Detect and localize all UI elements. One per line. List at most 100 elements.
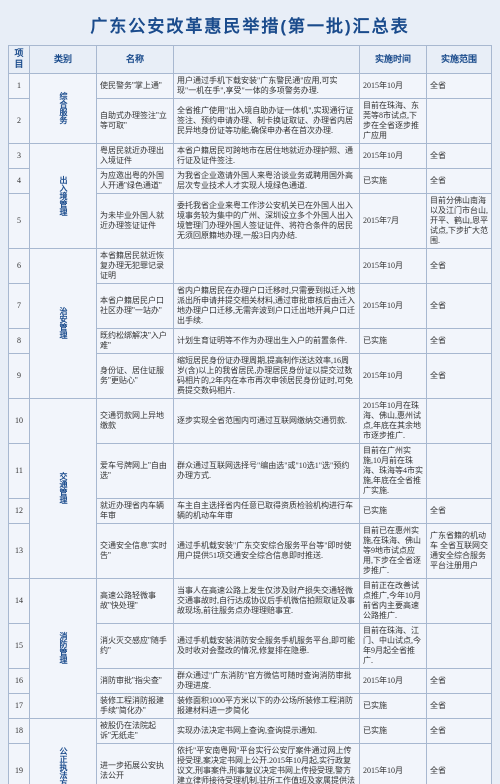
table-row: 6治安管理本省籍居民就近恢复办理无犯罪记录证明2015年10月全省	[9, 248, 492, 283]
measure-descr: 全省推广使用"出入境自助办证一体机",实现通行证签注、预约申请办理、制卡换证取证…	[174, 98, 360, 143]
category-cell: 消防管理	[30, 578, 97, 718]
measure-name: 就近办理省内车辆年审	[97, 498, 174, 523]
measure-name: 自助式办理签注"立等可取"	[97, 98, 174, 143]
measure-name: 使民警务"掌上通"	[97, 73, 174, 98]
row-num: 2	[9, 98, 30, 143]
measure-name: 为应邀出粤的外国人开通"绿色通道"	[97, 168, 174, 193]
measure-scope: 目前分佛山南海以及江门市台山,开平、鹤山,恩平试点,下步扩大范围.	[427, 193, 492, 248]
row-num: 16	[9, 668, 30, 693]
row-num: 3	[9, 143, 30, 168]
measure-name: 被股仍在法院起诉"无纸走"	[97, 718, 174, 743]
col-scope: 实施范围	[427, 46, 492, 74]
col-cat: 类别	[30, 46, 97, 74]
measure-time: 已实施	[360, 168, 427, 193]
measure-time: 2015年10月	[360, 668, 427, 693]
measure-descr: 实现办法决定书网上查询,查询提示通知.	[174, 718, 360, 743]
measure-name: 进一步拓展公安执法公开	[97, 743, 174, 784]
measure-name: 交通罚款网上异地缴款	[97, 398, 174, 443]
col-time: 实施时间	[360, 46, 427, 74]
row-num: 10	[9, 398, 30, 443]
measure-name: 本省籍居民就近恢复办理无犯罪记录证明	[97, 248, 174, 283]
measure-scope: 全省	[427, 168, 492, 193]
measure-time: 目前在珠海、东莞等8市试点,下步在全省逐步推广应用	[360, 98, 427, 143]
row-num: 11	[9, 443, 30, 498]
measure-time: 目前在珠海、江门、中山试点,今年9月起全省推广.	[360, 623, 427, 668]
measure-time: 已实施	[360, 718, 427, 743]
measure-scope: 全省	[427, 693, 492, 718]
row-num: 4	[9, 168, 30, 193]
measure-name: 爱车号牌网上"自由选"	[97, 443, 174, 498]
measure-time: 2015年10月在珠海、佛山,惠州试点,年底在其余地市逐步推广.	[360, 398, 427, 443]
row-num: 15	[9, 623, 30, 668]
row-num: 14	[9, 578, 30, 623]
measure-scope: 全省	[427, 143, 492, 168]
measure-descr: 委托我省企业来粤工作涉公安机关已在外国人出入境事务较为集中的广州、深圳设立多个外…	[174, 193, 360, 248]
row-num: 12	[9, 498, 30, 523]
measure-scope: 广东省籍的机动车 全省互联网交通安全综合服务平台注册用户	[427, 523, 492, 578]
measure-scope	[427, 98, 492, 143]
row-num: 6	[9, 248, 30, 283]
table-row: 18公正执法方面被股仍在法院起诉"无纸走"实现办法决定书网上查询,查询提示通知.…	[9, 718, 492, 743]
col-num: 项目	[9, 46, 30, 74]
measure-descr	[174, 248, 360, 283]
category-cell: 公正执法方面	[30, 718, 97, 784]
measure-descr: 通过手机载安装"广东交安综合服务平台等"即时使用户提供51项交通安全综合信息即时…	[174, 523, 360, 578]
row-num: 9	[9, 353, 30, 398]
measure-scope	[427, 398, 492, 443]
measure-name: 交通安全信息"实时告"	[97, 523, 174, 578]
measure-descr: 逐步实现全省范围内可通过互联网缴纳交通罚款.	[174, 398, 360, 443]
table-row: 14消防管理高速公路轻微事故"快处理"当事人在高速公路上发生仅涉及财产损失交通轻…	[9, 578, 492, 623]
row-num: 1	[9, 73, 30, 98]
measure-time: 2015年10月	[360, 248, 427, 283]
measure-descr: 依托"平安南粤网"平台实行公安厅案件通过网上传授受理,案决定书网上公开.2015…	[174, 743, 360, 784]
measure-descr: 群众通过"广东消防"官方微信可随时查询消防审批办理进度.	[174, 668, 360, 693]
measure-name: 粤居民就近办理出入境证件	[97, 143, 174, 168]
measure-descr: 用户通过手机下载安装"广东警民通"应用,可实现"一机在手",享受"一体的多项警务…	[174, 73, 360, 98]
measure-scope: 全省	[427, 73, 492, 98]
measure-scope: 全省	[427, 668, 492, 693]
row-num: 17	[9, 693, 30, 718]
table-row: 3出入境管理粤居民就近办理出入境证件本省户籍居民可跨地市在居住地就近办理护照、通…	[9, 143, 492, 168]
measure-name: 消防审批"指尖查"	[97, 668, 174, 693]
measure-descr: 当事人在高速公路上发生仅涉及财产损失交通轻微交通事故时,自行达成协议后手机微信拍…	[174, 578, 360, 623]
category-cell: 出入境管理	[30, 143, 97, 248]
measure-descr: 车主自主选择省内任意已取得资质检验机构进行车辆的机动车年审	[174, 498, 360, 523]
row-num: 5	[9, 193, 30, 248]
measure-time: 2015年10月	[360, 143, 427, 168]
measure-time: 2015年10月	[360, 283, 427, 328]
table-row: 10交通管理交通罚款网上异地缴款逐步实现全省范围内可通过互联网缴纳交通罚款.20…	[9, 398, 492, 443]
row-num: 7	[9, 283, 30, 328]
measure-scope	[427, 623, 492, 668]
measure-scope	[427, 443, 492, 498]
measure-descr: 通过手机载安装消防安全服务手机服务平台,即可能及时收对会整改的情况,修复排在隐患…	[174, 623, 360, 668]
measure-time: 已实施	[360, 328, 427, 353]
measure-time: 目前已在惠州实施,在珠海、佛山等9地市试点应用,下步在全省逐步推广.	[360, 523, 427, 578]
measure-time: 目前在广州实施,10月前在珠海、珠海等4市实施,年底在全省推广实施.	[360, 443, 427, 498]
row-num: 13	[9, 523, 30, 578]
measure-descr: 本省户籍居民可跨地市在居住地就近办理护照、通行证及证件签注.	[174, 143, 360, 168]
measure-descr: 缩短居民身份证办理周期,提高制作送达效率,16周岁(含)以上的我省居民,办理居民…	[174, 353, 360, 398]
row-num: 18	[9, 718, 30, 743]
category-cell: 治安管理	[30, 248, 97, 398]
measure-time: 2015年7月	[360, 193, 427, 248]
measure-name: 消火灭交感应"随手约"	[97, 623, 174, 668]
measure-scope: 全省	[427, 498, 492, 523]
measure-name: 本省户籍居民户口社区办理"一站办"	[97, 283, 174, 328]
measure-time: 2015年10月	[360, 353, 427, 398]
measure-scope: 全省	[427, 718, 492, 743]
measure-time: 目前正在改善试点推广,今年10月前省内主要高速公路推广.	[360, 578, 427, 623]
summary-table: 项目 类别 名称 实施时间 实施范围 1综合服务使民警务"掌上通"用户通过手机下…	[8, 45, 492, 784]
measure-scope: 全省	[427, 283, 492, 328]
measure-time: 2015年10月	[360, 743, 427, 784]
row-num: 8	[9, 328, 30, 353]
measure-scope: 全省	[427, 248, 492, 283]
measure-time: 已实施	[360, 693, 427, 718]
category-cell: 综合服务	[30, 73, 97, 143]
col-name: 名称	[97, 46, 174, 74]
measure-scope	[427, 578, 492, 623]
measure-descr: 省内户籍居民在办理户口迁移时,只需要到拟迁入地派出所申请并提交相关材料,通过审批…	[174, 283, 360, 328]
row-num: 19	[9, 743, 30, 784]
measure-scope: 全省	[427, 743, 492, 784]
measure-time: 2015年10月	[360, 73, 427, 98]
measure-name: 装修工程消防报建手续"简化办"	[97, 693, 174, 718]
